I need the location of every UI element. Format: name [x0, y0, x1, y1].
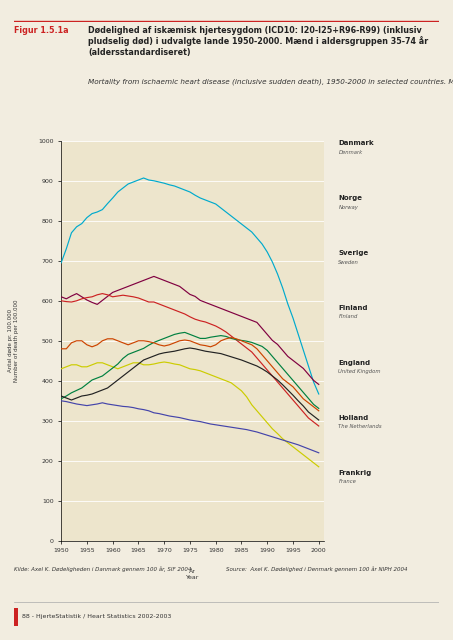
Text: Dødelighed af iskæmisk hjertesygdom (ICD10: I20-I25+R96-R99) (inklusiv pludselig: Dødelighed af iskæmisk hjertesygdom (ICD… [88, 26, 429, 56]
Text: Frankrig: Frankrig [338, 470, 371, 476]
Text: 88 - HjerteStatistik / Heart Statistics 2002-2003: 88 - HjerteStatistik / Heart Statistics … [22, 614, 171, 620]
Text: Norge: Norge [338, 195, 362, 201]
Text: England: England [338, 360, 371, 366]
Text: The Netherlands: The Netherlands [338, 424, 382, 429]
Text: Denmark: Denmark [338, 150, 362, 155]
Text: Sverige: Sverige [338, 250, 369, 256]
Text: År
Year: År Year [186, 569, 199, 580]
Text: Holland: Holland [338, 415, 369, 420]
Text: Mortality from ischaemic heart disease (inclusive sudden death), 1950-2000 in se: Mortality from ischaemic heart disease (… [88, 79, 453, 86]
Text: Finland: Finland [338, 314, 358, 319]
Text: Danmark: Danmark [338, 140, 374, 147]
Text: France: France [338, 479, 356, 484]
Text: Figur 1.5.1a: Figur 1.5.1a [14, 26, 68, 35]
Text: Kilde: Axel K. Dødeligheden i Danmark gennem 100 år, SIF 2004: Kilde: Axel K. Dødeligheden i Danmark ge… [14, 566, 191, 572]
Text: Source:  Axel K. Dødelighed i Denmark gennem 100 år NIPH 2004: Source: Axel K. Dødelighed i Denmark gen… [226, 566, 408, 572]
Text: Finland: Finland [338, 305, 368, 311]
Text: Antal døde pr. 100.000
Number of death per 100.000: Antal døde pr. 100.000 Number of death p… [9, 300, 19, 382]
Text: Norway: Norway [338, 205, 358, 210]
Text: Sweden: Sweden [338, 260, 359, 264]
Text: United Kingdom: United Kingdom [338, 369, 381, 374]
